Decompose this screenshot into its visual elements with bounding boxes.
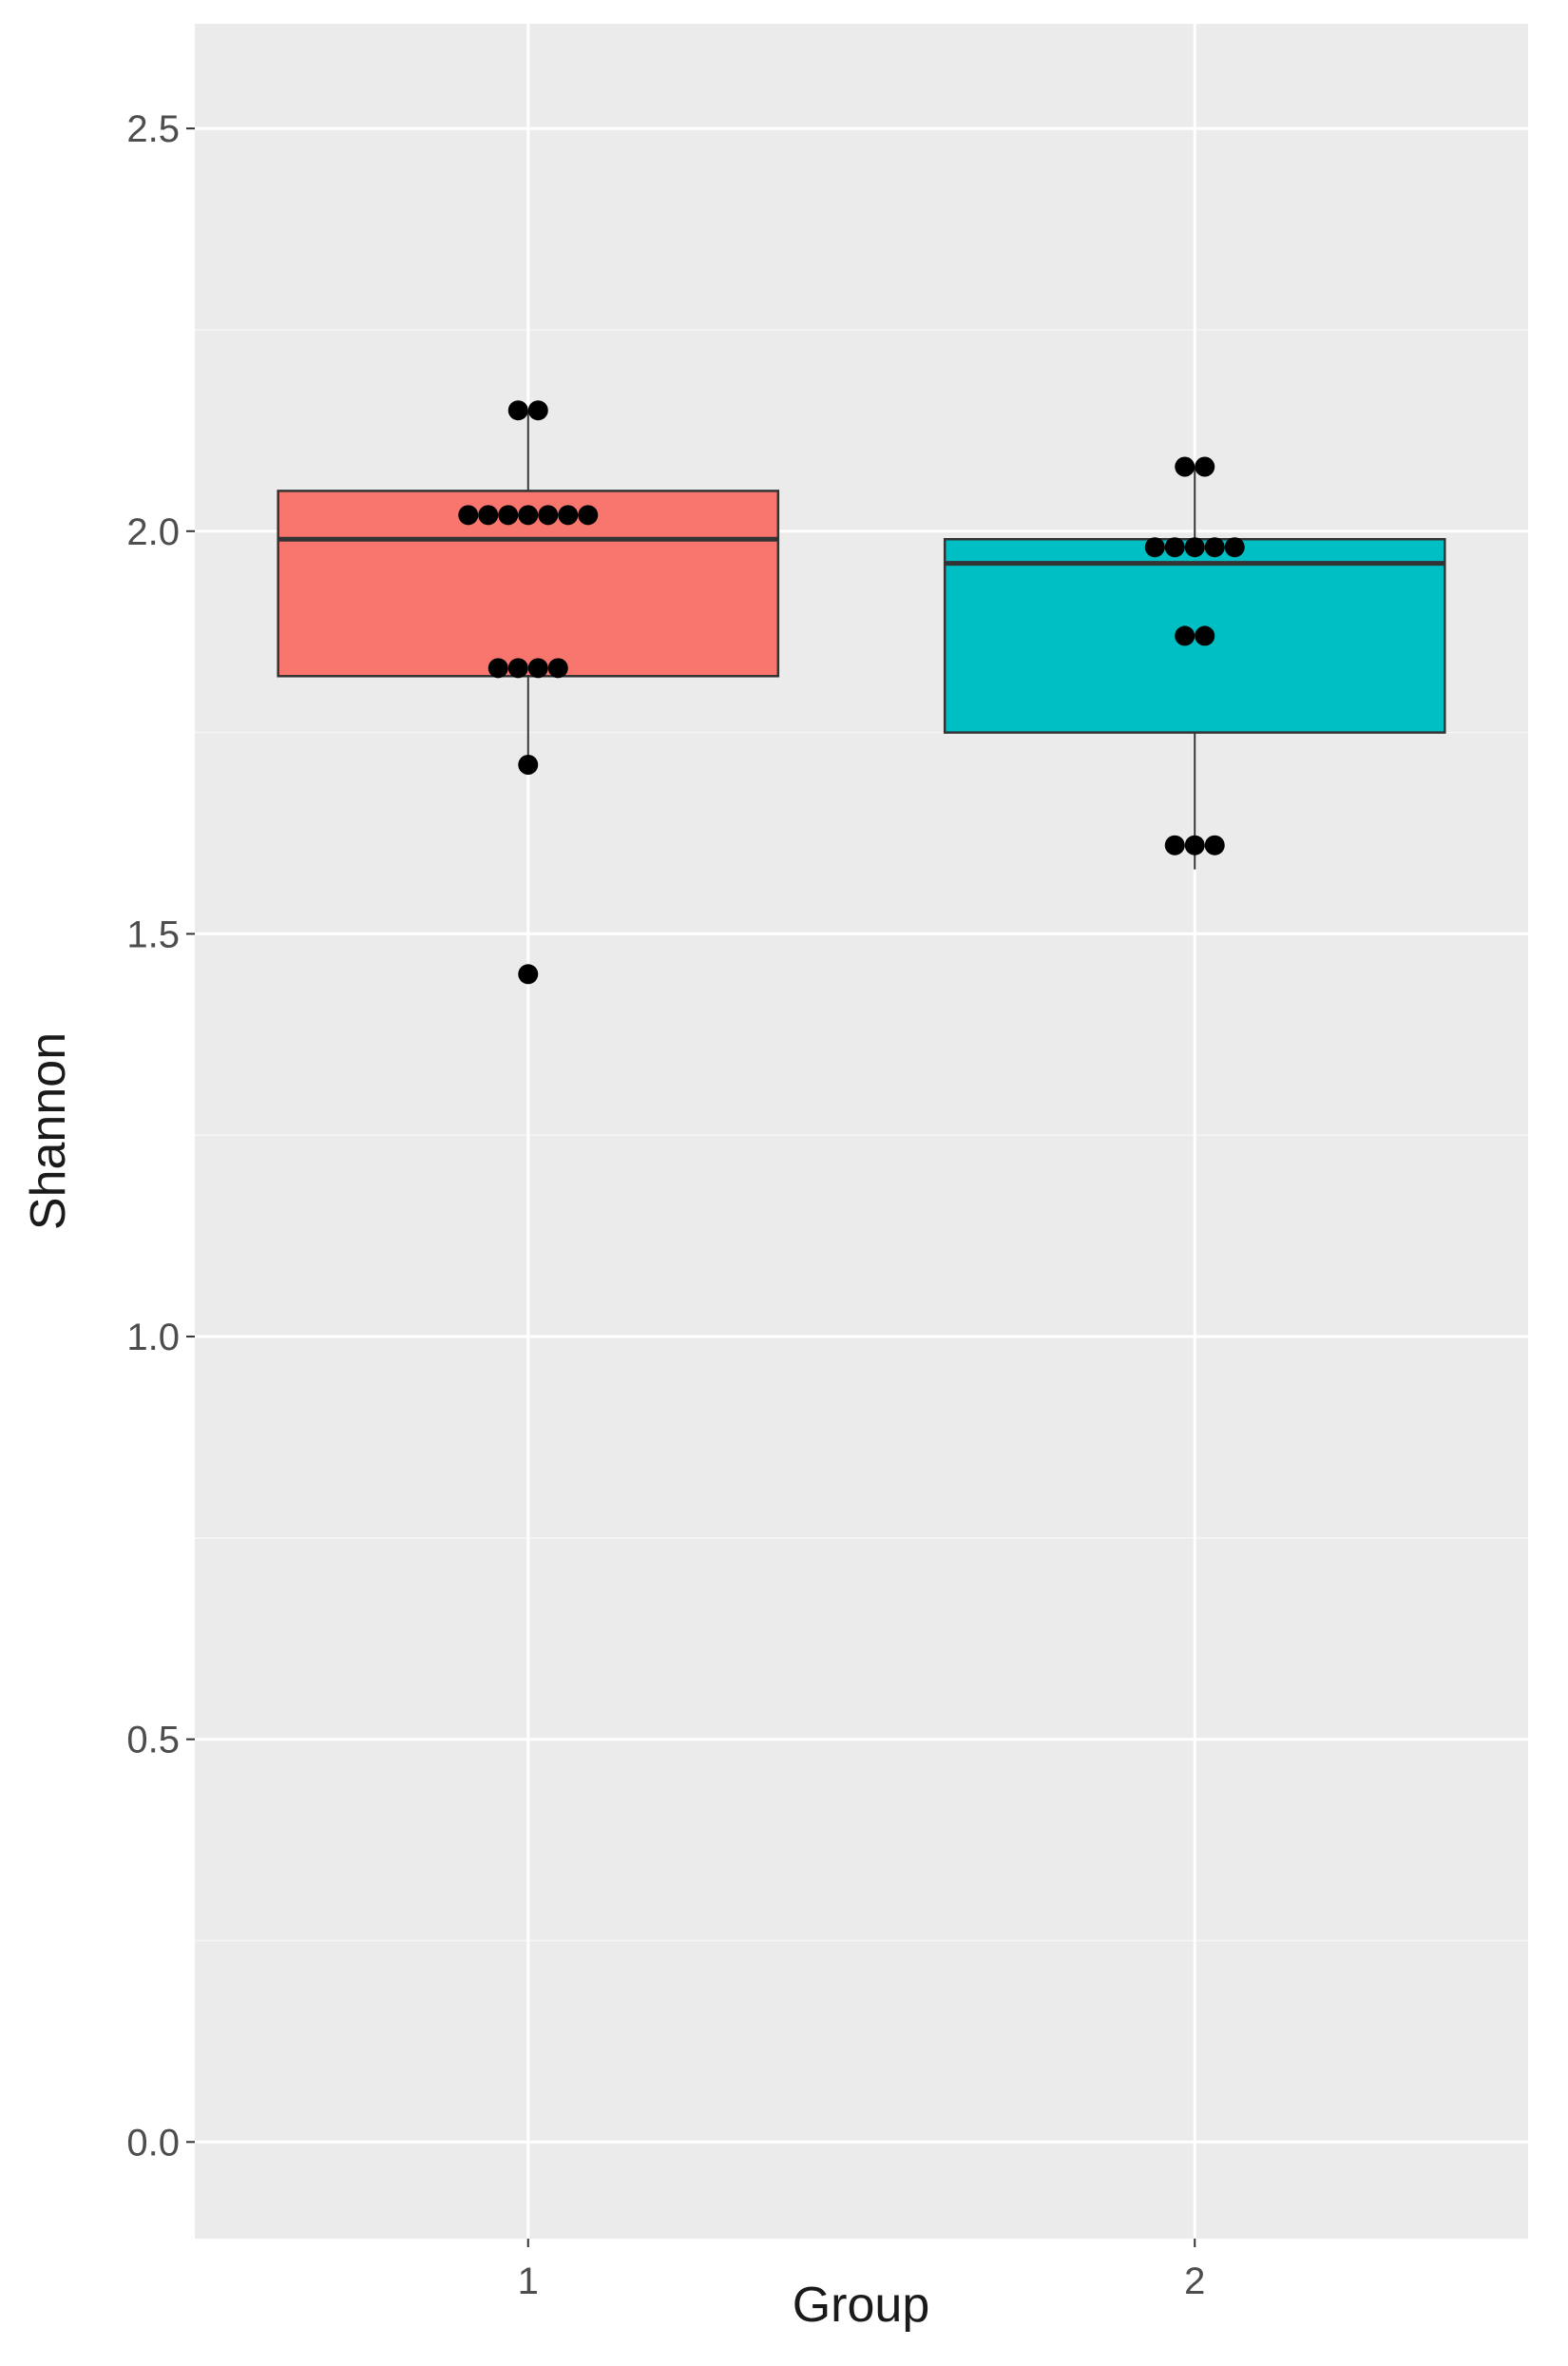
points-layer: [458, 400, 1245, 985]
y-tick-label: 2.0: [126, 511, 180, 553]
data-point: [1144, 537, 1165, 558]
data-point: [1184, 835, 1205, 856]
y-axis: 0.0 0.5 1.0 1.5 2.0 2.5: [126, 108, 195, 2164]
y-tick-label: 1.5: [126, 914, 180, 955]
data-point: [538, 505, 559, 526]
data-point: [1204, 835, 1225, 856]
data-point: [1195, 625, 1215, 646]
data-point: [488, 658, 508, 679]
data-point: [1164, 537, 1185, 558]
y-tick-label: 1.0: [126, 1317, 180, 1358]
x-tick-label: 1: [518, 2260, 539, 2302]
data-point: [458, 505, 479, 526]
data-point: [1164, 835, 1185, 856]
x-tick-label: 2: [1184, 2260, 1205, 2302]
data-point: [1195, 456, 1215, 477]
data-point: [1184, 537, 1205, 558]
data-point: [518, 754, 539, 775]
x-axis-title: Group: [793, 2278, 930, 2333]
data-point: [478, 505, 499, 526]
data-point: [578, 505, 599, 526]
data-point: [507, 400, 528, 421]
data-point: [1175, 625, 1195, 646]
data-point: [527, 400, 548, 421]
y-tick-label: 0.0: [126, 2122, 180, 2164]
data-point: [498, 505, 519, 526]
data-point: [1204, 537, 1225, 558]
data-point: [1224, 537, 1245, 558]
data-point: [1175, 456, 1195, 477]
data-point: [527, 658, 548, 679]
data-point: [507, 658, 528, 679]
data-point: [547, 658, 568, 679]
data-point: [558, 505, 579, 526]
y-axis-title: Shannon: [21, 1032, 76, 1230]
data-point: [518, 964, 539, 985]
major-gridlines: [195, 24, 1528, 2239]
y-tick-label: 2.5: [126, 108, 180, 150]
data-point: [518, 505, 539, 526]
y-tick-label: 0.5: [126, 1720, 180, 1761]
plot-panel: [195, 24, 1528, 2239]
